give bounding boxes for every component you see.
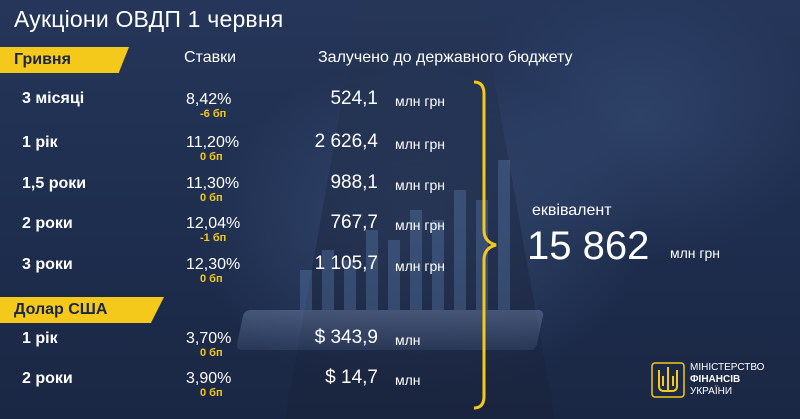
row-amount: 1 105,7 <box>314 253 378 274</box>
row-amount: 524,1 <box>330 88 378 109</box>
row-term: 2 роки <box>22 215 73 232</box>
row-rate: 3,70% <box>186 330 232 347</box>
row-change: -1 бп <box>200 232 227 244</box>
row-rate: 12,30% <box>186 256 241 273</box>
row-rate: 12,04% <box>186 215 241 232</box>
row-rate: 3,90% <box>186 370 232 387</box>
row-unit: млн грн <box>395 93 446 109</box>
trident-logo-icon <box>651 362 685 398</box>
row-unit: млн грн <box>395 136 446 152</box>
row-term: 3 місяці <box>22 90 85 107</box>
curly-brace-icon <box>473 80 497 410</box>
row-change: 0 бп <box>200 387 223 399</box>
row-change: 0 бп <box>200 151 223 163</box>
row-rate: 8,42% <box>186 91 232 108</box>
equivalent-label: еквівалент <box>532 202 612 219</box>
row-change: -6 бп <box>200 108 227 120</box>
logo-line: ФІНАНСІВ <box>690 374 741 385</box>
equivalent-unit: млн грн <box>670 245 721 261</box>
ministry-logo-text: МІНІСТЕРСТВО ФІНАНСІВ УКРАЇНИ <box>690 362 764 398</box>
row-change: 0 бп <box>200 273 223 285</box>
row-change: 0 бп <box>200 347 223 359</box>
row-amount: 767,7 <box>330 212 378 233</box>
row-rate: 11,20% <box>186 134 240 151</box>
page-title: Аукціони ОВДП 1 червня <box>14 6 284 32</box>
row-amount: $ 343,9 <box>314 327 378 348</box>
row-term: 1 рік <box>22 330 58 347</box>
rates-header: Ставки <box>184 49 237 66</box>
background-bars <box>300 150 510 310</box>
row-term: 3 роки <box>22 256 73 273</box>
equivalent-value: 15 862 <box>527 224 650 268</box>
row-term: 1,5 роки <box>22 175 87 192</box>
row-amount: 988,1 <box>330 172 378 193</box>
row-term: 1 рік <box>22 134 58 151</box>
row-unit: млн грн <box>395 258 446 274</box>
logo-line: УКРАЇНИ <box>690 386 733 397</box>
logo-line: МІНІСТЕРСТВО <box>690 362 765 373</box>
row-amount: 2 626,4 <box>314 131 378 152</box>
row-term: 2 роки <box>22 370 73 387</box>
raised-header: Залучено до державного бюджету <box>318 49 573 66</box>
row-unit: млн грн <box>395 177 446 193</box>
uah-section-label: Гривня <box>0 47 129 73</box>
row-amount: $ 14,7 <box>325 367 378 388</box>
row-rate: 11,30% <box>186 175 240 192</box>
row-change: 0 бп <box>200 192 223 204</box>
row-unit: млн <box>395 372 421 388</box>
usd-section-label: Долар США <box>0 297 164 323</box>
row-unit: млн <box>395 332 421 348</box>
row-unit: млн грн <box>395 217 446 233</box>
